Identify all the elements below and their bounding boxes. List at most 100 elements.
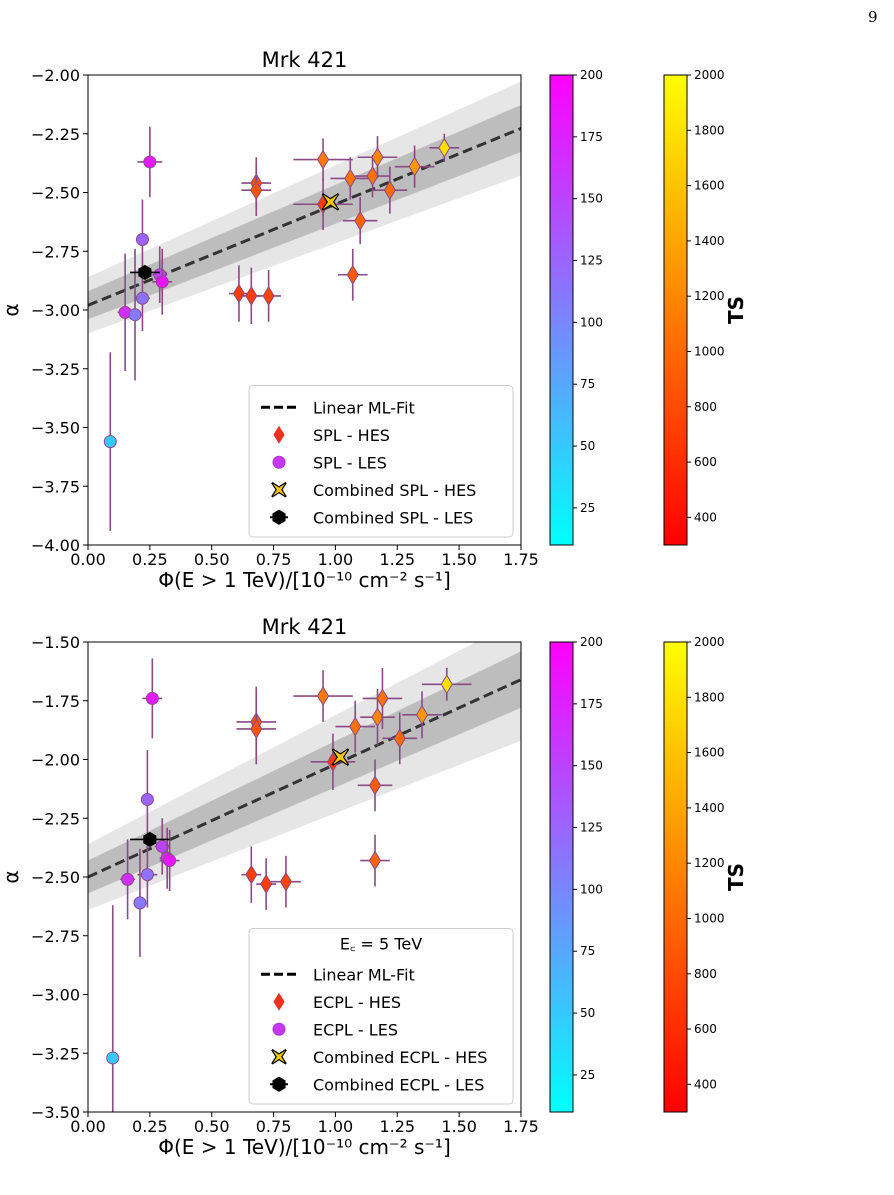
colorbar-tick: 1000 <box>687 911 725 925</box>
colorbar-tick-label: 1800 <box>694 690 725 704</box>
colorbar-tick-label: 100 <box>580 882 603 896</box>
y-tick-label: −2.00 <box>31 751 80 770</box>
y-axis-label: α <box>0 870 23 883</box>
hes-data-point <box>354 210 367 231</box>
fit-band-inner <box>88 651 521 894</box>
x-tick-label: 0.25 <box>132 1117 168 1136</box>
colorbar-tick: 150 <box>573 192 603 206</box>
colorbar-tick: 400 <box>687 1077 717 1091</box>
legend-entry-label: Combined ECPL - HES <box>313 1048 487 1067</box>
x-tick-label: 1.00 <box>318 1117 354 1136</box>
combined-les-point <box>138 264 152 280</box>
x-tick-label: 0.00 <box>70 1117 106 1136</box>
colorbar-tick-label: 800 <box>694 967 717 981</box>
y-tick: −2.00 <box>31 66 88 85</box>
colorbar-tick-label: 125 <box>580 254 603 268</box>
plot-area <box>88 642 521 1112</box>
colorbar-tick: 25 <box>573 501 595 515</box>
x-tick: 0.75 <box>256 545 291 569</box>
colorbar-tick-label: 1600 <box>694 746 725 760</box>
hes-data-point <box>245 285 258 306</box>
hes-data-point <box>250 180 263 201</box>
colorbar-tick-label: 1200 <box>694 289 725 303</box>
colorbar-tick: 1400 <box>687 234 725 248</box>
colorbar-tick-label: 50 <box>580 439 595 453</box>
fit-band-inner <box>88 104 521 320</box>
legend: E꜀ = 5 TeV Linear ML-Fit ECPL - HES ECPL - … <box>248 928 514 1105</box>
colorbar-tick: 50 <box>573 1006 595 1020</box>
x-tick: 0.00 <box>70 1112 106 1136</box>
colorbar-tick-label: 150 <box>580 192 603 206</box>
x-tick-label: 1.50 <box>441 550 477 569</box>
legend: Linear ML-Fit SPL - HES SPL - LES Combined … <box>248 385 514 538</box>
y-tick-label: −4.00 <box>31 536 80 555</box>
les-data-point <box>155 275 169 289</box>
colorbar-tick-label: 1000 <box>694 344 725 358</box>
hes-data-point <box>232 283 246 304</box>
colorbar-tick-label: 50 <box>580 1006 595 1020</box>
colorbar-tick-label: 175 <box>580 697 603 711</box>
colorbar-tick-label: 125 <box>580 821 603 835</box>
hes-data-point <box>415 704 429 725</box>
y-tick-label: −1.50 <box>31 633 80 652</box>
y-tick-label: −3.50 <box>31 1103 80 1122</box>
x-tick-label: 0.25 <box>132 550 168 569</box>
les-data-point <box>106 1051 120 1065</box>
chart-panel-2: 0.00 0.25 0.50 0.75 1.00 1.25 1.50 1.75 −3.50 −3.… <box>0 615 748 1159</box>
y-tick-label: −2.50 <box>31 868 80 887</box>
y-axis-label: α <box>0 303 23 316</box>
colorbar-tick: 1800 <box>687 123 725 137</box>
combined-hes-point <box>331 748 350 766</box>
hes-data-point <box>316 149 330 170</box>
colorbar-tick-label: 25 <box>580 1068 595 1082</box>
y-tick-label: −1.75 <box>31 692 80 711</box>
colorbar-tick-label: 175 <box>580 130 603 144</box>
legend-entry-label: ECPL - LES <box>313 1020 398 1039</box>
y-tick-label: −2.75 <box>31 927 80 946</box>
colorbar-tick-label: 100 <box>580 315 603 329</box>
hes-data-point <box>408 156 421 177</box>
y-tick-label: −2.25 <box>31 809 80 828</box>
x-tick: 0.25 <box>132 545 168 569</box>
colorbar-tick-label: 600 <box>694 1022 717 1036</box>
hes-data-point <box>250 718 263 739</box>
y-tick: −3.25 <box>31 360 88 379</box>
combined-les-point <box>143 831 157 847</box>
x-tick: 1.00 <box>318 545 353 569</box>
colorbar-tick-label: 200 <box>580 635 603 649</box>
colorbar-les-gradient <box>549 74 574 546</box>
colorbar-tick-label: 75 <box>580 377 595 391</box>
x-tick: 0.50 <box>194 1112 230 1136</box>
x-tick: 0.00 <box>70 545 106 569</box>
colorbar-tick: 400 <box>687 510 717 524</box>
colorbar-tick-label: 200 <box>580 68 603 82</box>
y-tick: −3.00 <box>31 301 88 320</box>
colorbar-tick: 800 <box>687 967 717 981</box>
colorbar-tick: 75 <box>573 377 595 391</box>
colorbar-tick: 25 <box>573 1068 595 1082</box>
legend-diamond-marker <box>273 992 285 1011</box>
colorbar-hes: 400 600 800 1000 1200 1400 1600 1800 2000 TS <box>663 68 748 546</box>
x-tick-label: 0.50 <box>194 550 230 569</box>
y-tick-label: −3.50 <box>31 419 80 438</box>
les-data-point <box>128 308 142 322</box>
x-tick-label: 1.25 <box>379 1117 415 1136</box>
colorbar-tick: 125 <box>573 821 603 835</box>
legend-entry-label: SPL - LES <box>313 453 387 472</box>
colorbar-label: TS <box>724 296 748 324</box>
y-tick-label: −2.00 <box>31 66 80 85</box>
colorbar-tick-label: 400 <box>694 510 717 524</box>
y-tick: −3.50 <box>31 419 88 438</box>
colorbar-tick: 600 <box>687 1022 717 1036</box>
hes-data-point <box>346 264 359 285</box>
x-tick: 1.75 <box>503 545 539 569</box>
x-tick: 1.50 <box>441 1112 477 1136</box>
colorbar-les: 25 50 75 100 125 150 175 200 <box>549 68 603 546</box>
colorbar-tick: 150 <box>573 759 603 773</box>
les-data-point <box>163 854 177 868</box>
colorbar-tick: 200 <box>573 68 603 82</box>
x-tick-label: 0.75 <box>256 1117 292 1136</box>
colorbar-tick-label: 400 <box>694 1077 717 1091</box>
hes-data-point <box>262 285 275 306</box>
